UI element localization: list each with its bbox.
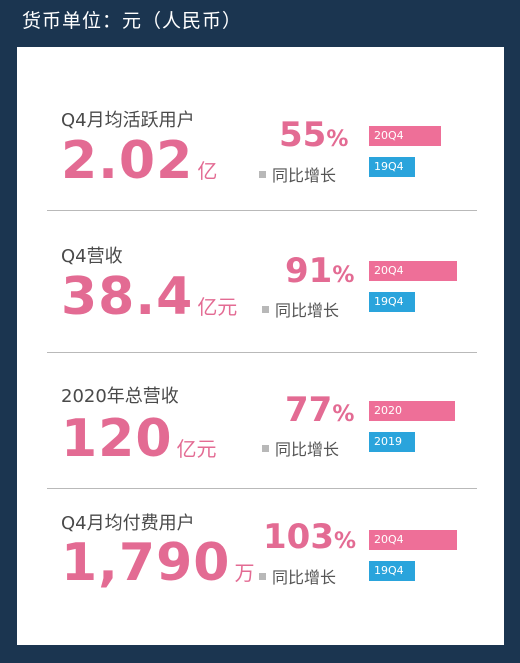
current-period-bar: 20Q4 bbox=[369, 530, 457, 550]
stat-value: 1,790 万 bbox=[61, 533, 254, 593]
yoy-label: 同比增长 bbox=[259, 564, 336, 588]
stat-value: 38.4 亿元 bbox=[61, 267, 237, 327]
yoy-label-text: 同比增长 bbox=[275, 440, 340, 459]
stat-value-number: 2.02 bbox=[61, 131, 194, 191]
previous-period-bar: 19Q4 bbox=[369, 157, 415, 177]
stats-card: Q4月均活跃用户 2.02 亿 55% 同比增长 20Q4 19Q4 Q4营收 3… bbox=[17, 47, 504, 645]
growth-percent: 91% bbox=[285, 251, 354, 291]
stat-label: Q4月均付费用户 bbox=[61, 513, 195, 534]
growth-percent: 55% bbox=[279, 115, 348, 155]
growth-number: 77 bbox=[285, 390, 333, 430]
currency-unit-header: 货币单位：元（人民币） bbox=[22, 10, 243, 32]
stat-section-paying-users: Q4月均付费用户 1,790 万 103% 同比增长 20Q4 19Q4 bbox=[17, 489, 504, 635]
stat-value-number: 1,790 bbox=[61, 533, 231, 593]
previous-period-bar: 2019 bbox=[369, 432, 415, 452]
stat-value-number: 120 bbox=[61, 409, 173, 469]
yoy-label: 同比增长 bbox=[262, 297, 339, 321]
stat-label: Q4营收 bbox=[61, 246, 123, 267]
stat-value: 120 亿元 bbox=[61, 409, 217, 469]
stat-section-annual-revenue: 2020年总营收 120 亿元 77% 同比增长 2020 2019 bbox=[17, 353, 504, 499]
stat-value: 2.02 亿 bbox=[61, 131, 217, 191]
stat-value-unit: 万 bbox=[234, 561, 255, 585]
growth-number: 103 bbox=[263, 517, 334, 557]
previous-period-bar: 19Q4 bbox=[369, 292, 415, 312]
current-period-bar: 20Q4 bbox=[369, 261, 457, 281]
stat-label: Q4月均活跃用户 bbox=[61, 110, 195, 131]
yoy-label-text: 同比增长 bbox=[275, 301, 340, 320]
section-divider bbox=[47, 488, 477, 489]
growth-percent-sign: % bbox=[332, 263, 355, 288]
stat-value-number: 38.4 bbox=[61, 267, 194, 327]
growth-percent-sign: % bbox=[326, 127, 349, 152]
stat-section-q4-revenue: Q4营收 38.4 亿元 91% 同比增长 20Q4 19Q4 bbox=[17, 211, 504, 357]
current-period-bar: 20Q4 bbox=[369, 126, 441, 146]
section-divider bbox=[47, 210, 477, 211]
legend-square-icon bbox=[262, 306, 269, 313]
previous-period-bar: 19Q4 bbox=[369, 561, 415, 581]
growth-percent: 77% bbox=[285, 390, 354, 430]
stat-label: 2020年总营收 bbox=[61, 386, 179, 407]
stat-value-unit: 亿元 bbox=[176, 437, 217, 461]
yoy-label-text: 同比增长 bbox=[272, 166, 337, 185]
legend-square-icon bbox=[259, 573, 266, 580]
legend-square-icon bbox=[262, 445, 269, 452]
stat-value-unit: 亿 bbox=[197, 159, 218, 183]
stat-value-unit: 亿元 bbox=[197, 295, 238, 319]
growth-number: 55 bbox=[279, 115, 327, 155]
legend-square-icon bbox=[259, 171, 266, 178]
current-period-bar: 2020 bbox=[369, 401, 455, 421]
growth-percent-sign: % bbox=[333, 529, 357, 554]
growth-number: 91 bbox=[285, 251, 333, 291]
yoy-label: 同比增长 bbox=[262, 436, 339, 460]
growth-percent-sign: % bbox=[332, 402, 355, 427]
growth-percent: 103% bbox=[263, 517, 356, 557]
section-divider bbox=[47, 352, 477, 353]
yoy-label: 同比增长 bbox=[259, 162, 336, 186]
yoy-label-text: 同比增长 bbox=[272, 568, 337, 587]
stat-section-mau: Q4月均活跃用户 2.02 亿 55% 同比增长 20Q4 19Q4 bbox=[17, 47, 504, 193]
